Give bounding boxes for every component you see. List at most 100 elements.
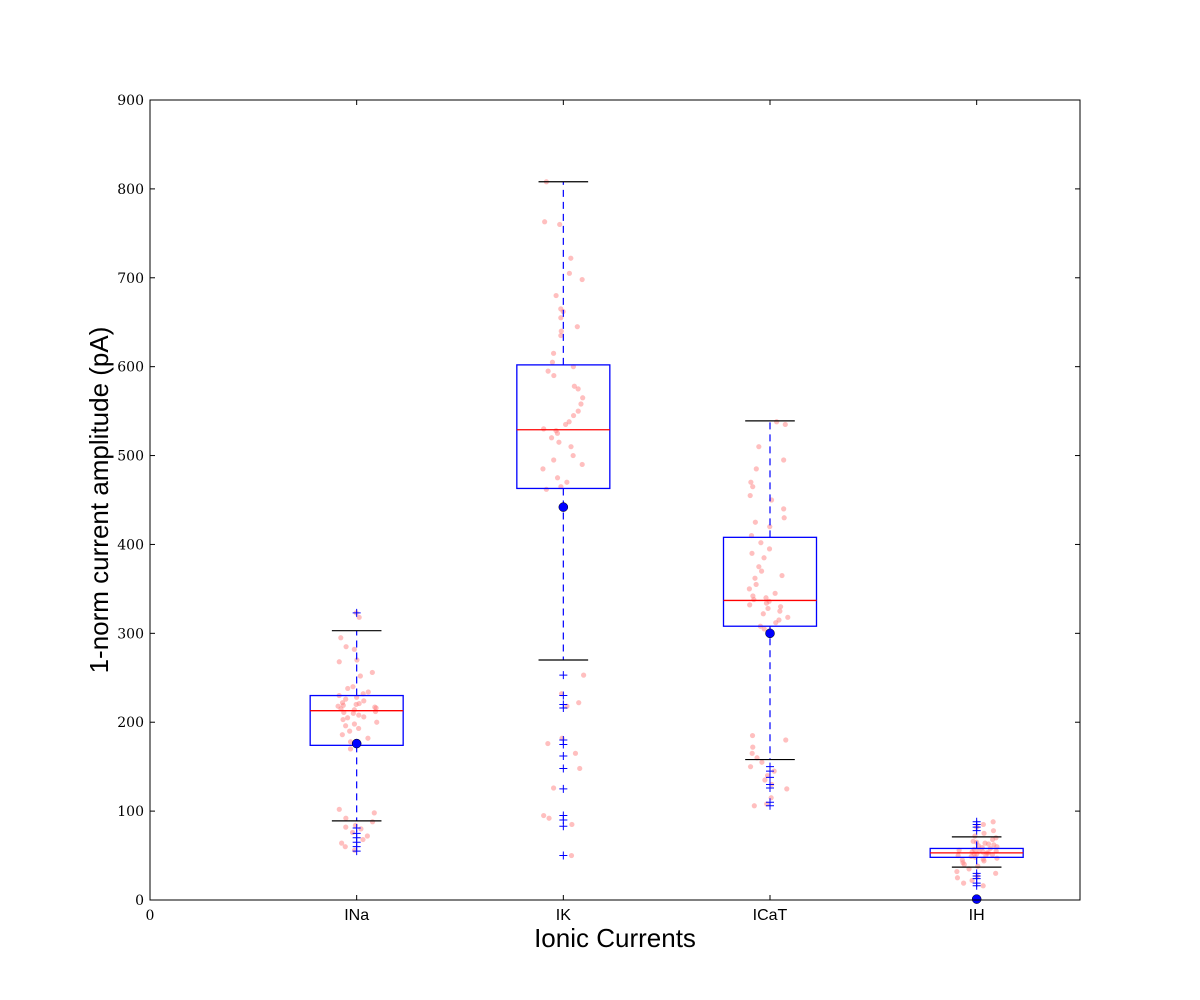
y-tick-label: 0 bbox=[135, 893, 144, 909]
y-tick-label: 600 bbox=[117, 360, 144, 376]
scatter-point bbox=[371, 810, 377, 816]
scatter-point bbox=[772, 590, 778, 596]
scatter-point bbox=[557, 221, 563, 228]
scatter-point bbox=[548, 435, 555, 441]
reference-point bbox=[765, 628, 775, 639]
scatter-point bbox=[357, 673, 363, 679]
scatter-point bbox=[365, 689, 371, 695]
scatter-point bbox=[343, 824, 349, 830]
scatter-point bbox=[342, 844, 348, 850]
x-tick-label: 0 bbox=[146, 908, 155, 924]
y-tick-label: 300 bbox=[117, 626, 144, 642]
scatter-point bbox=[750, 744, 756, 750]
scatter-point bbox=[575, 386, 581, 392]
scatter-point bbox=[343, 644, 349, 650]
scatter-point bbox=[345, 685, 351, 692]
scatter-point bbox=[542, 219, 548, 225]
scatter-point bbox=[558, 315, 564, 321]
scatter-point bbox=[758, 568, 765, 574]
outlier-marker bbox=[559, 691, 568, 700]
scatter-point bbox=[343, 723, 349, 729]
scatter-point bbox=[553, 292, 559, 299]
scatter-point bbox=[761, 555, 767, 561]
scatter-point bbox=[369, 819, 376, 825]
scatter-point bbox=[779, 572, 785, 579]
scatter-point bbox=[551, 372, 557, 379]
scatter-point bbox=[353, 701, 359, 708]
scatter-point bbox=[339, 840, 345, 846]
scatter-point bbox=[356, 614, 362, 620]
scatter-point bbox=[756, 564, 762, 570]
scatter-point bbox=[351, 721, 358, 727]
scatter-point bbox=[990, 828, 997, 834]
scatter-point bbox=[343, 815, 349, 821]
scatter-point bbox=[747, 764, 754, 770]
y-tick-label: 400 bbox=[117, 537, 144, 553]
axis-ticks: 0 100 200 300 400 500 600 700 800 900 0 INa IK ICaT IH bbox=[117, 93, 1080, 924]
scatter-point bbox=[765, 605, 771, 612]
scatter-point bbox=[550, 350, 557, 356]
scatter-point bbox=[343, 696, 349, 702]
outlier-marker bbox=[559, 740, 568, 749]
scatter-point bbox=[753, 581, 759, 588]
scatter-point bbox=[369, 669, 375, 676]
outlier-marker bbox=[766, 773, 774, 782]
scatter-point bbox=[360, 836, 366, 843]
scatter-point bbox=[781, 506, 787, 512]
scatter-point bbox=[954, 875, 961, 881]
scatter-point bbox=[994, 855, 1000, 861]
outlier-marker bbox=[559, 784, 568, 793]
scatter-point bbox=[347, 728, 353, 734]
scatter-point bbox=[746, 586, 752, 592]
scatter-point bbox=[785, 614, 791, 620]
scatter-point bbox=[766, 546, 773, 552]
scatter-point bbox=[774, 419, 780, 425]
scatter-point bbox=[336, 806, 342, 812]
scatter-point bbox=[569, 821, 575, 828]
scatter-point bbox=[975, 863, 981, 869]
outlier-marker bbox=[559, 822, 568, 831]
scatter-point bbox=[336, 659, 342, 665]
scatter-point bbox=[339, 732, 345, 738]
scatter-point bbox=[554, 430, 561, 436]
outlier-marker bbox=[766, 801, 774, 810]
scatter-point bbox=[365, 735, 371, 741]
scatter-point bbox=[580, 395, 586, 401]
scatter-point bbox=[543, 486, 549, 492]
scatter-point bbox=[550, 785, 557, 791]
scatter-point bbox=[990, 836, 996, 843]
scatter-point bbox=[576, 700, 582, 706]
scatter-point bbox=[549, 359, 556, 365]
scatter-point bbox=[345, 715, 351, 721]
scatter-point bbox=[551, 457, 557, 463]
x-tick-label: IH bbox=[969, 907, 985, 924]
scatter-point bbox=[753, 466, 759, 472]
scatter-point bbox=[771, 768, 777, 774]
scatter-point bbox=[954, 868, 960, 875]
scatter-point bbox=[784, 786, 790, 792]
scatter-point bbox=[356, 712, 362, 718]
scatter-point bbox=[747, 492, 753, 499]
scatter-point bbox=[358, 826, 364, 832]
plot-frame bbox=[149, 99, 1081, 901]
scatter-point bbox=[361, 698, 367, 704]
scatter-point bbox=[749, 732, 756, 739]
x-tick-label: INa bbox=[344, 907, 369, 924]
scatter-point bbox=[763, 600, 770, 606]
scatter-point bbox=[750, 484, 756, 490]
outlier-marker bbox=[972, 826, 981, 835]
outlier-marker bbox=[559, 671, 568, 680]
scatter-point bbox=[782, 421, 788, 428]
scatter-point bbox=[352, 822, 359, 828]
scatter-point bbox=[541, 426, 547, 432]
y-tick-label: 100 bbox=[117, 804, 144, 820]
scatter-point bbox=[783, 737, 789, 743]
scatter-point bbox=[558, 332, 564, 339]
scatter-point bbox=[768, 795, 774, 801]
scatter-point bbox=[762, 777, 768, 783]
scatter-point bbox=[752, 519, 758, 525]
reference-point bbox=[558, 502, 569, 512]
scatter-point bbox=[338, 635, 344, 641]
scatter-point bbox=[340, 716, 346, 723]
